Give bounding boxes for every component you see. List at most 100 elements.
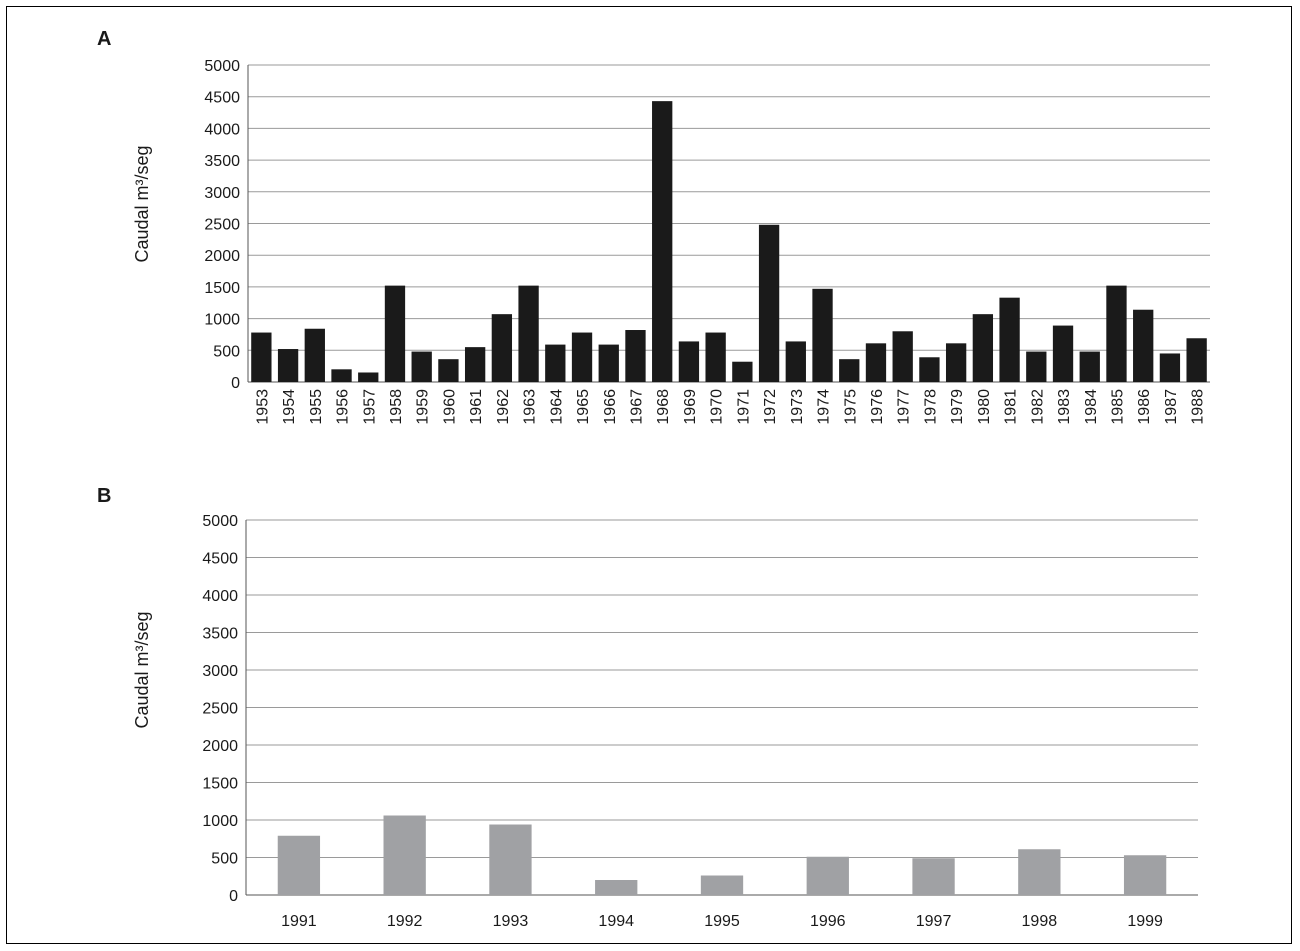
panel-b-letter: B — [97, 485, 111, 507]
a-y-tick-label: 1500 — [204, 280, 240, 297]
a-bar-1983 — [1052, 325, 1074, 382]
a-bar-1971 — [732, 361, 753, 382]
a-y-tick-label: 2000 — [204, 248, 240, 265]
b-y-tick-label: 1500 — [202, 776, 238, 793]
a-bar-1986 — [1133, 309, 1154, 382]
a-y-tick-label: 4000 — [204, 121, 240, 138]
a-x-tick-label: 1971 — [735, 389, 752, 425]
a-bar-1954 — [277, 349, 299, 382]
panel-a-bars — [251, 101, 1207, 382]
b-x-tick-label: 1994 — [598, 913, 634, 930]
b-y-tick-label: 2000 — [202, 738, 238, 755]
b-y-tick-label: 5000 — [202, 513, 238, 530]
a-bar-1966 — [598, 344, 619, 382]
panel-b-x-tick-labels: 1991 1992 1993 1994 1995 1996 1997 1998 1999 — [281, 913, 1163, 930]
b-x-tick-label: 1992 — [387, 913, 423, 930]
a-x-tick-label: 1977 — [896, 389, 913, 425]
a-x-tick-label: 1964 — [548, 389, 565, 425]
a-x-tick-label: 1976 — [869, 389, 886, 425]
a-bar-1958 — [384, 285, 406, 382]
a-bar-1969 — [678, 341, 700, 382]
b-bar-1995 — [700, 875, 744, 895]
a-bar-1956 — [331, 369, 352, 382]
a-x-tick-label: 1956 — [335, 389, 352, 425]
a-y-tick-label: 500 — [213, 343, 240, 360]
a-bar-1979 — [945, 343, 967, 382]
a-x-tick-label: 1958 — [388, 389, 405, 425]
b-x-tick-label: 1996 — [810, 913, 846, 930]
a-x-tick-label: 1978 — [922, 389, 939, 425]
b-bar-1996 — [806, 856, 849, 895]
panel-a-gridlines — [247, 64, 1210, 383]
b-bar-1994 — [595, 880, 638, 895]
a-x-tick-label: 1986 — [1136, 389, 1153, 425]
b-y-tick-label: 4000 — [202, 588, 238, 605]
figure-frame — [6, 6, 1292, 944]
a-x-tick-label: 1967 — [628, 389, 645, 425]
a-x-tick-label: 1960 — [441, 389, 458, 425]
a-bar-1964 — [545, 344, 566, 382]
a-bar-1953 — [251, 332, 272, 382]
panel-a-letter: A — [97, 28, 111, 50]
panel-b-y-tick-labels: 0 500 1000 1500 2000 2500 3000 3500 4000 4500 5000 — [202, 513, 238, 905]
b-x-tick-label: 1995 — [704, 913, 740, 930]
a-x-tick-label: 1953 — [254, 389, 271, 425]
b-x-tick-label: 1998 — [1022, 913, 1058, 930]
panel-b-y-axis-label: Caudal m³/seg — [132, 611, 152, 728]
a-bar-1984 — [1079, 351, 1100, 382]
b-y-tick-label: 4500 — [202, 551, 238, 568]
a-bar-1955 — [304, 328, 325, 382]
b-bar-1998 — [1018, 849, 1061, 895]
a-bar-1961 — [464, 347, 486, 382]
a-x-tick-label: 1966 — [602, 389, 619, 425]
a-x-tick-label: 1965 — [575, 389, 592, 425]
panel-a-y-axis-label: Caudal m³/seg — [132, 145, 152, 262]
a-x-tick-label: 1961 — [468, 389, 485, 425]
panel-b: B Caudal m³/seg 0 500 1000 1500 2000 2500 3000… — [97, 485, 1198, 930]
b-bar-1999 — [1123, 855, 1167, 895]
b-y-tick-label: 0 — [229, 888, 238, 905]
a-bar-1977 — [892, 331, 913, 382]
a-y-tick-label: 4500 — [204, 90, 240, 107]
a-bar-1973 — [785, 341, 806, 382]
a-bar-1972 — [758, 224, 780, 382]
a-bar-1962 — [491, 314, 513, 382]
a-bar-1960 — [438, 359, 459, 382]
a-x-tick-label: 1980 — [976, 389, 993, 425]
a-bar-1965 — [571, 332, 593, 382]
a-bar-1968 — [652, 101, 673, 382]
a-y-tick-label: 3500 — [204, 153, 240, 170]
a-bar-1981 — [999, 297, 1020, 382]
a-x-tick-label: 1974 — [816, 389, 833, 425]
a-bar-1978 — [919, 357, 940, 382]
a-y-tick-label: 5000 — [204, 58, 240, 75]
panel-a: A Caudal m³/seg 0 500 1000 1500 2000 2500 3000… — [97, 28, 1210, 425]
a-x-tick-label: 1968 — [655, 389, 672, 425]
b-x-tick-label: 1997 — [916, 913, 952, 930]
a-x-tick-label: 1973 — [789, 389, 806, 425]
a-x-tick-label: 1975 — [842, 389, 859, 425]
a-y-tick-label: 1000 — [204, 312, 240, 329]
a-x-tick-label: 1979 — [949, 389, 966, 425]
b-y-tick-label: 3500 — [202, 626, 238, 643]
a-x-tick-label: 1987 — [1163, 389, 1180, 425]
a-x-tick-label: 1982 — [1029, 389, 1046, 425]
b-y-tick-label: 1000 — [202, 813, 238, 830]
a-bar-1987 — [1159, 353, 1181, 382]
b-x-tick-label: 1999 — [1127, 913, 1163, 930]
a-y-tick-label: 0 — [231, 375, 240, 392]
a-bar-1967 — [625, 330, 646, 382]
b-x-tick-label: 1991 — [281, 913, 317, 930]
a-x-tick-label: 1981 — [1003, 389, 1020, 425]
b-bar-1992 — [383, 815, 426, 895]
a-x-tick-label: 1957 — [361, 389, 378, 425]
a-x-tick-label: 1962 — [495, 389, 512, 425]
b-y-tick-label: 3000 — [202, 663, 238, 680]
b-bar-1991 — [277, 835, 321, 895]
a-x-tick-label: 1970 — [709, 389, 726, 425]
b-y-tick-label: 500 — [211, 851, 238, 868]
a-bar-1970 — [705, 332, 726, 382]
b-bar-1997 — [912, 858, 955, 895]
a-bar-1988 — [1186, 338, 1207, 382]
